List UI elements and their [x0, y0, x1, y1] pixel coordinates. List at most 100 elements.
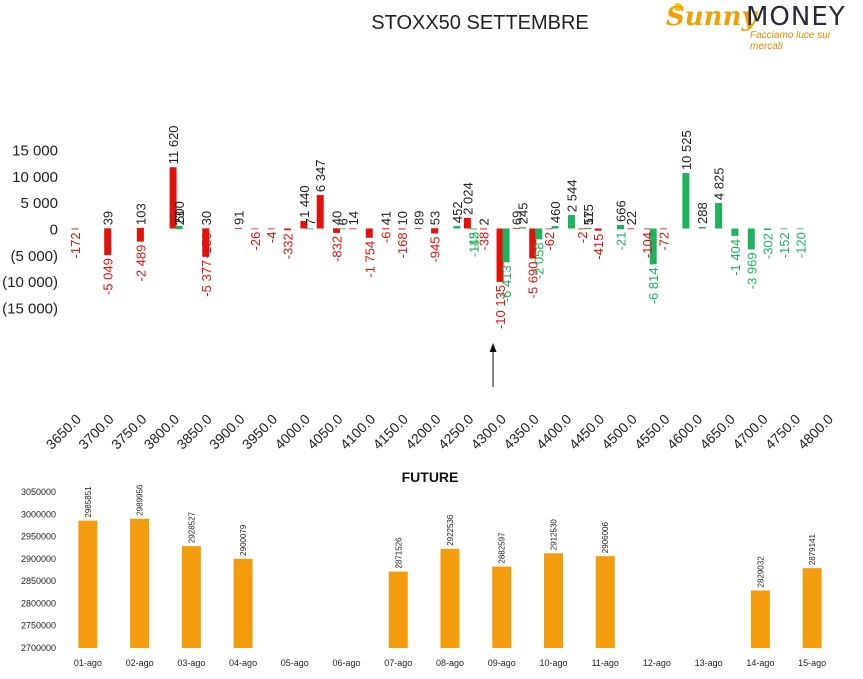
x-tick-label: 4600.0	[664, 411, 706, 453]
future-y-tick-label: 2850000	[21, 576, 56, 586]
oi-bar	[234, 228, 242, 229]
bar-data-label: -1 404	[728, 239, 743, 276]
x-tick-label: 4500.0	[598, 411, 640, 453]
future-bar	[543, 553, 563, 648]
bar-data-label: -38	[477, 232, 492, 251]
bar-data-label: -332	[281, 233, 296, 259]
x-tick-label: 4200.0	[402, 411, 444, 453]
future-x-tick-label: 09-ago	[488, 658, 516, 668]
future-bar	[181, 546, 201, 648]
bar-data-label: 4 825	[712, 168, 727, 201]
x-tick-label: 4300.0	[468, 411, 510, 453]
oi-bar	[284, 228, 292, 231]
future-x-tick-label: 07-ago	[384, 658, 412, 668]
oi-bar	[545, 228, 553, 230]
future-x-tick-label: 15-ago	[798, 658, 826, 668]
oi-bar	[584, 227, 592, 229]
oi-bar	[796, 228, 804, 230]
oi-bar	[715, 203, 723, 229]
future-y-tick-label: 3050000	[21, 487, 56, 497]
oi-bar	[453, 226, 461, 229]
future-x-tick-label: 03-ago	[177, 658, 205, 668]
future-bar-label: 2922536	[446, 514, 455, 546]
bar-data-label: 2	[477, 218, 492, 225]
logo-word-money: MONEY	[746, 2, 846, 32]
future-chart-title: FUTURE	[402, 469, 459, 485]
oi-bar	[747, 228, 755, 250]
oi-bar	[529, 228, 537, 259]
bar-data-label: -1 754	[362, 241, 377, 278]
bar-data-label: 103	[133, 203, 148, 225]
bar-data-label: -152	[777, 232, 792, 258]
x-tick-label: 3950.0	[239, 411, 281, 453]
future-bar	[802, 568, 822, 648]
future-bar	[78, 520, 98, 648]
bar-data-label: 460	[548, 201, 563, 223]
future-y-tick-label: 3000000	[21, 509, 56, 519]
bar-data-label: 11 620	[166, 125, 181, 164]
bar-data-label: -6 814	[646, 267, 661, 304]
bar-data-label: 666	[613, 200, 628, 222]
x-tick-label: 3800.0	[141, 411, 183, 453]
y-tick-label: (15 000)	[2, 301, 58, 318]
oi-bar	[780, 228, 788, 230]
oi-bar	[567, 215, 575, 229]
bar-data-label: -2	[575, 232, 590, 244]
bar-data-label: -168	[395, 232, 410, 258]
oi-bar	[502, 228, 510, 263]
future-x-tick-label: 10-ago	[539, 658, 567, 668]
bar-data-label: 6 347	[313, 160, 328, 193]
x-tick-label: 4100.0	[337, 411, 379, 453]
x-tick-label: 3700.0	[75, 411, 117, 453]
bar-data-label: -172	[68, 232, 83, 258]
y-tick-label: 10 000	[12, 169, 58, 186]
x-tick-label: 4700.0	[729, 411, 771, 453]
bar-data-label: 89	[411, 211, 426, 225]
future-bar-label: 2912530	[549, 519, 558, 551]
bar-data-label: 115	[581, 204, 596, 225]
bar-data-label: 30	[199, 211, 214, 225]
x-tick-label: 3900.0	[206, 411, 248, 453]
x-tick-label: 4800.0	[795, 411, 837, 453]
future-bar-label: 2900079	[239, 524, 248, 556]
oi-bar	[175, 225, 183, 229]
oi-bar	[512, 228, 520, 229]
oi-bar	[535, 228, 543, 240]
bar-data-label: 23	[172, 211, 187, 225]
x-tick-label: 4000.0	[271, 411, 313, 453]
future-bar-label: 2985851	[84, 486, 93, 518]
bar-data-label: -2 058	[532, 242, 547, 279]
oi-bar	[398, 228, 406, 230]
oi-bar	[660, 228, 668, 230]
oi-bar	[169, 167, 177, 229]
future-bar-label: 2829032	[756, 556, 765, 588]
bar-data-label: -415	[591, 234, 606, 260]
future-bar	[130, 518, 150, 648]
oi-bar	[616, 228, 624, 230]
future-x-tick-label: 08-ago	[436, 658, 464, 668]
oi-bar	[649, 228, 657, 265]
oi-bar	[365, 228, 373, 238]
future-bar-label: 2871526	[394, 537, 403, 569]
bar-data-label: 6	[336, 218, 351, 225]
future-bar-label: 2882597	[498, 532, 507, 564]
bar-data-label: 245	[515, 203, 530, 225]
bar-data-label: 10	[395, 211, 410, 225]
oi-bar	[382, 228, 390, 230]
bar-data-label: -2 489	[133, 245, 148, 282]
bar-data-label: -112	[466, 232, 481, 257]
oi-bar	[594, 228, 602, 231]
bar-data-label: 53	[428, 211, 443, 225]
future-x-tick-label: 12-ago	[643, 658, 671, 668]
oi-bar	[306, 228, 314, 230]
x-tick-label: 4050.0	[304, 411, 346, 453]
future-bar	[492, 566, 512, 648]
oi-bar	[682, 173, 690, 229]
bar-data-label: 10 525	[679, 130, 694, 170]
oi-bar	[333, 228, 341, 233]
future-bar-label: 2928527	[187, 511, 196, 543]
bar-data-label: -302	[761, 233, 776, 259]
bar-data-label: -832	[330, 236, 345, 262]
x-tick-label: 4150.0	[369, 411, 411, 453]
future-bar-label: 2879141	[808, 533, 817, 565]
